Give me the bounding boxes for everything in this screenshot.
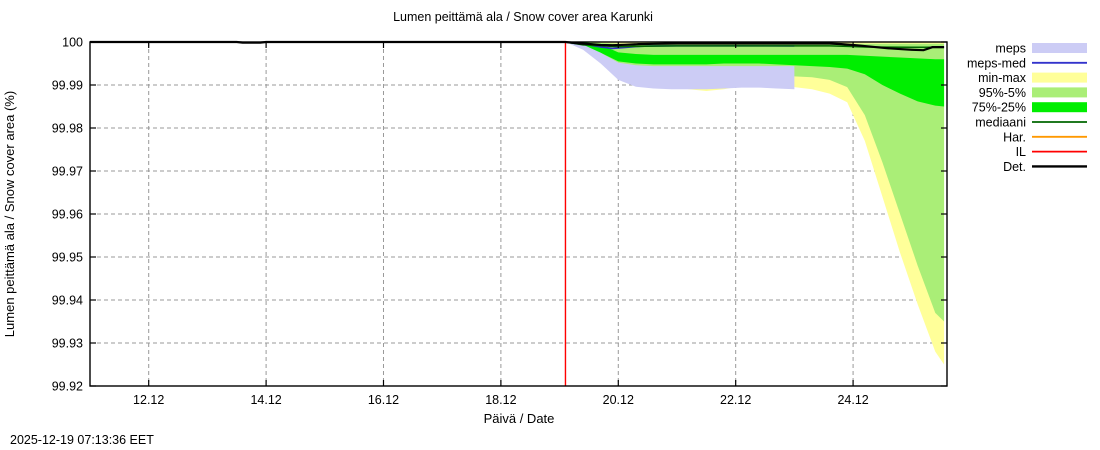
y-tick-label: 99.92 bbox=[52, 380, 83, 394]
legend-label-mediaani: mediaani bbox=[975, 116, 1026, 130]
legend-swatch-minmax bbox=[1032, 72, 1087, 83]
legend-label-minmax: min-max bbox=[978, 71, 1027, 85]
legend-label-har: Har. bbox=[1003, 130, 1026, 144]
legend: mepsmeps-medmin-max95%-5%75%-25%mediaani… bbox=[967, 42, 1087, 174]
band-75-25 bbox=[565, 42, 945, 107]
y-tick-label: 99.96 bbox=[52, 208, 83, 222]
y-tick-label: 100 bbox=[62, 36, 83, 50]
legend-swatch-7525 bbox=[1032, 102, 1087, 113]
y-tick-label: 99.93 bbox=[52, 337, 83, 351]
x-tick-label: 24.12 bbox=[837, 393, 868, 407]
y-tick-label: 99.95 bbox=[52, 251, 83, 265]
legend-label-955: 95%-5% bbox=[979, 86, 1026, 100]
band-meps bbox=[565, 42, 795, 90]
legend-label-det: Det. bbox=[1003, 160, 1026, 174]
y-tick-label: 99.97 bbox=[52, 165, 83, 179]
band-series-layer bbox=[565, 42, 945, 365]
y-tick-label: 99.98 bbox=[52, 122, 83, 136]
y-tick-label: 99.99 bbox=[52, 79, 83, 93]
legend-swatch-meps bbox=[1032, 43, 1087, 53]
chart-title: Lumen peittämä ala / Snow cover area Kar… bbox=[393, 10, 653, 24]
legend-label-7525: 75%-25% bbox=[972, 101, 1026, 115]
legend-swatch-955 bbox=[1032, 87, 1087, 98]
x-tick-label: 14.12 bbox=[250, 393, 281, 407]
x-tick-label: 18.12 bbox=[485, 393, 516, 407]
x-axis-label: Päivä / Date bbox=[484, 411, 555, 426]
x-axis-ticks: 12.12 14.12 16.12 18.12 20.12 22.12 24.12 bbox=[133, 42, 869, 407]
legend-label-il: IL bbox=[1016, 145, 1026, 159]
legend-label-meps: meps bbox=[995, 42, 1026, 56]
legend-label-mepsmed: meps-med bbox=[967, 56, 1026, 70]
timestamp-label: 2025-12-19 07:13:36 EET bbox=[10, 433, 154, 447]
x-tick-label: 12.12 bbox=[133, 393, 164, 407]
x-tick-label: 16.12 bbox=[368, 393, 399, 407]
x-tick-label: 22.12 bbox=[720, 393, 751, 407]
y-tick-label: 99.94 bbox=[52, 294, 83, 308]
x-tick-label: 20.12 bbox=[603, 393, 634, 407]
y-axis-label: Lumen peittämä ala / Snow cover area (%) bbox=[2, 91, 17, 337]
y-axis-ticks: 100 99.99 99.98 99.97 99.96 99.95 99.94 99.93 99… bbox=[52, 36, 947, 394]
